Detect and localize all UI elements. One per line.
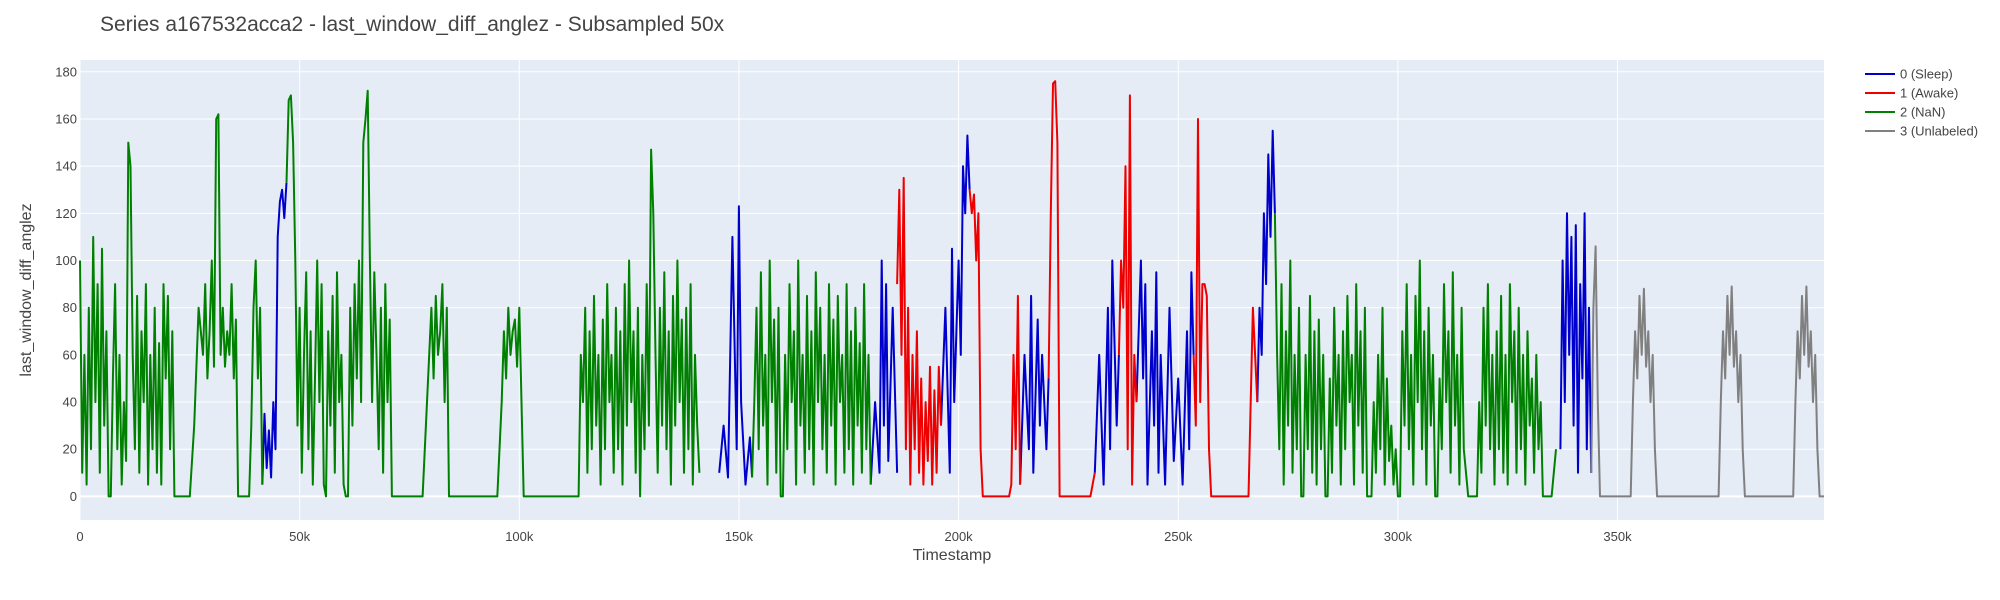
x-tick-label: 50k: [289, 529, 310, 544]
series-3[interactable]: [1590, 245, 1824, 498]
series-line[interactable]: [1019, 294, 1050, 485]
series-lines: [79, 80, 1824, 498]
series-line[interactable]: [968, 189, 1022, 498]
chart-title: Series a167532acca2 - last_window_diff_a…: [100, 13, 725, 36]
legend-label: 3 (Unlabeled): [1900, 124, 1978, 139]
legend-label: 2 (NaN): [1900, 105, 1946, 120]
series-0[interactable]: [261, 129, 1593, 486]
series-line[interactable]: [751, 259, 872, 498]
legend-item[interactable]: 0 (Sleep): [1865, 67, 1953, 82]
x-tick-label: 100k: [505, 529, 534, 544]
series-line[interactable]: [940, 134, 971, 474]
y-tick-label: 0: [70, 489, 77, 504]
series-line[interactable]: [718, 205, 754, 486]
x-tick-label: 200k: [944, 529, 973, 544]
series-line[interactable]: [285, 89, 701, 498]
series-2[interactable]: [79, 89, 1557, 498]
x-tick-label: 300k: [1384, 529, 1413, 544]
x-tick-label: 250k: [1164, 529, 1193, 544]
series-line[interactable]: [1273, 213, 1557, 498]
series-line[interactable]: [1559, 212, 1593, 474]
series-line[interactable]: [1047, 80, 1096, 498]
y-tick-label: 140: [55, 159, 77, 174]
y-tick-label: 60: [63, 347, 77, 362]
y-tick-label: 120: [55, 206, 77, 221]
series-line[interactable]: [896, 176, 942, 486]
x-axis-title: Timestamp: [913, 547, 992, 564]
series-line[interactable]: [79, 113, 264, 498]
x-tick-label: 150k: [725, 529, 754, 544]
y-tick-label: 80: [63, 300, 77, 315]
series-line[interactable]: [1093, 259, 1120, 486]
x-tick-label: 0: [76, 529, 83, 544]
series-line[interactable]: [1256, 129, 1276, 403]
series-line[interactable]: [1590, 245, 1824, 498]
y-tick-label: 20: [63, 442, 77, 457]
series-line[interactable]: [1192, 118, 1259, 498]
y-tick-label: 40: [63, 395, 77, 410]
series-line[interactable]: [1117, 94, 1138, 486]
x-tick-label: 350k: [1603, 529, 1632, 544]
y-tick-label: 160: [55, 111, 77, 126]
x-axis: 0 50k 100k 150k 200k 250k 300k 350k: [76, 529, 1632, 544]
y-axis-title: last_window_diff_anglez: [18, 203, 35, 376]
legend-item[interactable]: 3 (Unlabeled): [1865, 124, 1978, 139]
y-tick-label: 100: [55, 253, 77, 268]
legend-item[interactable]: 1 (Awake): [1865, 86, 1958, 101]
series-line[interactable]: [261, 182, 288, 485]
y-tick-label: 180: [55, 64, 77, 79]
legend-item[interactable]: 2 (NaN): [1865, 105, 1946, 120]
legend-label: 1 (Awake): [1900, 86, 1958, 101]
y-axis: 0 20 40 60 80 100 120 140 160 180: [55, 64, 77, 504]
series-line[interactable]: [869, 259, 899, 485]
legend-label: 0 (Sleep): [1900, 67, 1953, 82]
legend[interactable]: 0 (Sleep) 1 (Awake) 2 (NaN) 3 (Unlabeled): [1865, 67, 1978, 139]
series-1[interactable]: [896, 80, 1259, 498]
series-line[interactable]: [1135, 259, 1195, 486]
